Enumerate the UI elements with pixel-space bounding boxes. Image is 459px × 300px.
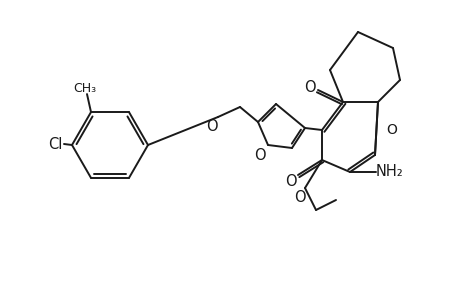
Text: CH₃: CH₃ <box>73 82 96 94</box>
Text: O: O <box>386 123 397 137</box>
Text: O: O <box>303 80 315 94</box>
Text: O: O <box>206 118 218 134</box>
Text: NH₂: NH₂ <box>375 164 403 179</box>
Text: O: O <box>254 148 265 163</box>
Text: O: O <box>294 190 305 205</box>
Text: Cl: Cl <box>48 136 62 152</box>
Text: O: O <box>285 173 296 188</box>
